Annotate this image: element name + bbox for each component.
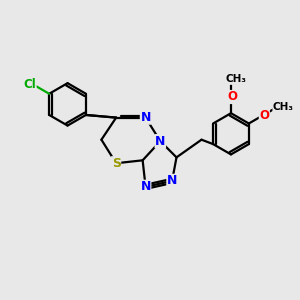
Text: O: O bbox=[259, 109, 269, 122]
Text: CH₃: CH₃ bbox=[273, 102, 294, 112]
Text: O: O bbox=[227, 91, 237, 103]
Text: N: N bbox=[140, 111, 151, 124]
Text: Cl: Cl bbox=[23, 78, 36, 91]
Text: N: N bbox=[167, 174, 177, 188]
Text: N: N bbox=[155, 135, 166, 148]
Text: CH₃: CH₃ bbox=[226, 74, 247, 84]
Text: S: S bbox=[112, 157, 121, 170]
Text: N: N bbox=[140, 180, 151, 193]
